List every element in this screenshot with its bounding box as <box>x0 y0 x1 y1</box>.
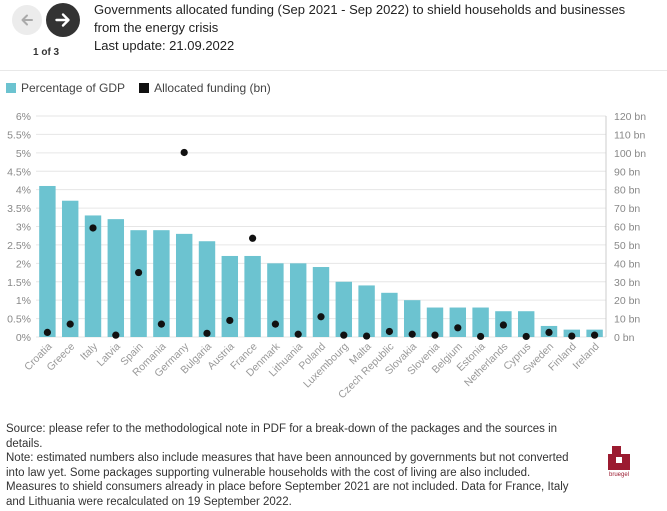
funding-dot <box>431 331 439 339</box>
y-left-tick-label: 0.5% <box>7 314 31 326</box>
funding-dot <box>568 332 576 340</box>
page-indicator: 1 of 3 <box>33 47 60 58</box>
funding-dot <box>112 331 120 339</box>
bar <box>449 307 467 337</box>
y-left-tick-label: 3.5% <box>7 203 31 215</box>
bar <box>312 267 330 337</box>
last-update: Last update: 21.09.2022 <box>94 38 235 53</box>
funding-dot <box>226 316 234 325</box>
y-right-tick-label: 90 bn <box>614 166 640 178</box>
y-left-tick-label: 2.5% <box>7 240 31 252</box>
bar <box>335 281 353 337</box>
y-right-tick-label: 120 bn <box>614 111 646 123</box>
y-right-tick-label: 50 bn <box>614 240 640 252</box>
funding-dot <box>454 324 462 332</box>
bar <box>426 307 444 337</box>
title-line-2: from the energy crisis <box>94 20 219 35</box>
y-right-tick-label: 0 bn <box>614 332 635 344</box>
funding-dot <box>591 331 599 339</box>
bar <box>403 300 421 337</box>
funding-dot <box>499 321 507 329</box>
funding-dot <box>294 330 302 338</box>
svg-text:bruegel: bruegel <box>609 472 629 478</box>
y-left-tick-label: 5% <box>16 148 31 160</box>
source-note: Source: please refer to the methodologic… <box>6 423 558 450</box>
legend-swatch-bar <box>6 83 16 93</box>
arrow-left-icon <box>21 14 33 26</box>
arrow-right-icon <box>55 13 70 27</box>
y-right-tick-label: 40 bn <box>614 258 640 270</box>
y-right-tick-label: 30 bn <box>614 277 640 289</box>
funding-dot <box>89 224 97 232</box>
next-chart-button[interactable] <box>46 3 80 37</box>
funding-dot <box>157 320 165 328</box>
y-right-tick-label: 110 bn <box>614 129 645 141</box>
y-right-tick-label: 80 bn <box>614 185 640 197</box>
y-left-tick-label: 0% <box>16 332 31 344</box>
funding-dot <box>408 330 416 338</box>
x-tick-label: Latvia <box>95 341 123 369</box>
legend-label-funding: Allocated funding (bn) <box>154 81 271 95</box>
bar <box>517 311 535 337</box>
bar <box>107 219 125 337</box>
bar <box>61 200 79 337</box>
title-line-1: Governments allocated funding (Sep 2021 … <box>94 2 626 17</box>
y-left-tick-label: 1% <box>16 295 31 307</box>
previous-chart-button[interactable] <box>12 5 42 35</box>
bar <box>267 263 284 337</box>
y-right-tick-label: 70 bn <box>614 203 640 215</box>
y-left-tick-label: 6% <box>16 111 31 123</box>
legend-swatch-dot <box>139 83 150 93</box>
funding-dot <box>385 327 393 336</box>
legend-label-gdp: Percentage of GDP <box>21 81 126 95</box>
y-right-tick-label: 10 bn <box>614 314 640 326</box>
funding-dot <box>135 268 143 277</box>
y-left-tick-label: 1.5% <box>7 277 31 289</box>
bar <box>39 185 56 337</box>
funding-dot <box>522 332 530 341</box>
y-right-tick-label: 20 bn <box>614 295 640 307</box>
chart-legend: Percentage of GDP Allocated funding (bn) <box>6 81 271 95</box>
y-left-tick-label: 3% <box>16 222 31 234</box>
bar <box>175 233 193 337</box>
bar <box>221 255 239 337</box>
y-right-tick-label: 100 bn <box>614 148 646 160</box>
y-left-tick-label: 2% <box>16 258 31 270</box>
combo-chart: 0% 0 bn 0.5% 10 bn 1% 20 bn 1.5% 30 bn 2% 40 bn 2.… <box>7 111 646 400</box>
funding-dot <box>340 331 348 339</box>
funding-dot <box>317 313 325 321</box>
bar <box>198 241 216 337</box>
bar <box>244 255 261 337</box>
funding-dot <box>43 328 52 336</box>
funding-dot <box>545 328 553 336</box>
bar <box>358 285 375 337</box>
bar <box>289 263 307 337</box>
bar <box>130 230 147 337</box>
y-left-tick-label: 4% <box>16 185 31 197</box>
funding-dot <box>477 332 485 341</box>
bruegel-logo: bruegel <box>608 446 630 478</box>
funding-dot <box>180 148 188 157</box>
y-right-tick-label: 60 bn <box>614 222 640 234</box>
funding-dot <box>203 329 211 337</box>
y-left-tick-label: 4.5% <box>7 166 31 178</box>
bar <box>153 230 170 337</box>
chart-title: Governments allocated funding (Sep 2021 … <box>94 1 654 55</box>
chart-notes: Source: please refer to the methodologic… <box>6 422 576 509</box>
funding-dot <box>363 332 371 340</box>
funding-dot <box>271 320 279 328</box>
bar <box>472 307 489 337</box>
funding-dot <box>249 234 257 242</box>
x-tick-label: Ireland <box>571 341 602 372</box>
bar <box>381 292 398 337</box>
bar <box>84 215 102 337</box>
header-divider <box>0 70 667 71</box>
methodology-note: Note: estimated numbers also include mea… <box>6 452 569 508</box>
y-left-tick-label: 5.5% <box>7 129 31 141</box>
funding-dot <box>66 320 74 328</box>
